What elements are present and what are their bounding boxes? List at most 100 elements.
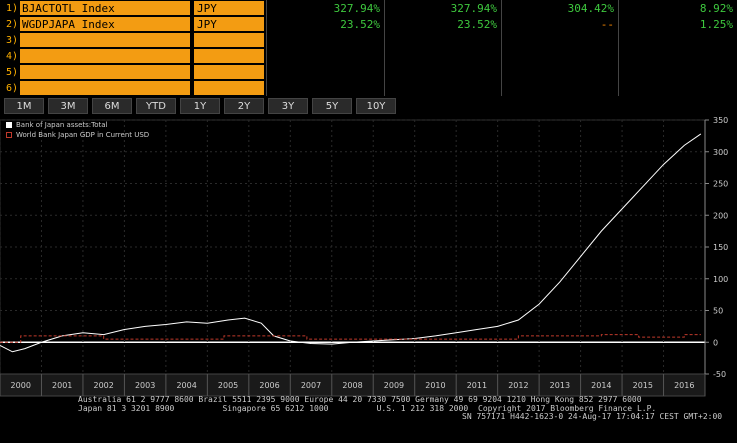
x-tick-label: 2006	[259, 381, 279, 390]
currency-field[interactable]	[193, 32, 265, 48]
table-row[interactable]: 5)	[0, 64, 737, 81]
column-separator	[501, 0, 502, 96]
x-tick-label: 2003	[135, 381, 155, 390]
tab-2y[interactable]: 2Y	[224, 98, 264, 114]
legend-swatch	[6, 122, 12, 128]
value-cell-v4: 1.25%	[699, 18, 733, 31]
x-tick-label: 2000	[11, 381, 31, 390]
x-tick-label: 2010	[425, 381, 445, 390]
footer-line-2b: Copyright 2017 Bloomberg Finance L.P.	[478, 404, 657, 413]
value-cell-v1	[270, 48, 380, 65]
series-line-japan-gdp	[0, 334, 701, 343]
ticker-field[interactable]: WGDPJAPA Index	[19, 16, 191, 32]
y-tick-label: 350	[713, 116, 728, 125]
line-chart: -50 0 50 100 150 200 250 300 350 2000 2001 2002 2003…	[0, 116, 728, 397]
value-cell-v2	[387, 64, 497, 81]
legend-item: Bank of Japan assets:Total	[6, 120, 149, 130]
row-number: 1)	[0, 0, 18, 17]
x-tick-label: 2012	[508, 381, 528, 390]
row-number: 6)	[0, 80, 18, 97]
value-cell-v4	[623, 48, 733, 65]
x-tick-label: 2016	[674, 381, 694, 390]
footer-line-3: SN 757171 H442-1623-0 24-Aug-17 17:04:17…	[462, 412, 723, 421]
y-tick-label: 250	[713, 180, 728, 189]
x-tick-label: 2014	[591, 381, 611, 390]
value-cell-v1: 23.52%	[340, 18, 380, 31]
x-tick-label: 2015	[633, 381, 653, 390]
x-tick-label: 2004	[176, 381, 196, 390]
value-cell-v4	[623, 80, 733, 97]
value-cell-v4	[623, 32, 733, 49]
x-tick-label: 2007	[301, 381, 321, 390]
x-tick-label: 2009	[384, 381, 404, 390]
legend-label: Bank of Japan assets:Total	[16, 121, 108, 129]
series-line-boj-assets	[0, 133, 702, 353]
row-number: 2)	[0, 16, 18, 33]
value-cell-v3	[504, 32, 614, 49]
row-number: 3)	[0, 32, 18, 49]
value-cell-v2	[387, 32, 497, 49]
tab-1m[interactable]: 1M	[4, 98, 44, 114]
value-cell-v2	[387, 80, 497, 97]
column-separator	[384, 0, 385, 96]
tab-10y[interactable]: 10Y	[356, 98, 396, 114]
value-cell-v4	[623, 64, 733, 81]
row-number: 5)	[0, 64, 18, 81]
value-cell-v3: 304.42%	[567, 2, 614, 15]
value-cell-v1: 327.94%	[333, 2, 380, 15]
row-number: 4)	[0, 48, 18, 65]
legend-label: World Bank Japan GDP in Current USD	[16, 131, 150, 139]
table-row[interactable]: 3)	[0, 32, 737, 49]
chart-legend: Bank of Japan assets:Total World Bank Jap…	[6, 120, 149, 140]
ticker-field[interactable]	[19, 80, 191, 96]
legend-item: World Bank Japan GDP in Current USD	[6, 130, 149, 140]
column-separator	[266, 0, 267, 96]
table-row[interactable]: 6)	[0, 80, 737, 97]
y-tick-label: 150	[713, 243, 728, 252]
tab-ytd[interactable]: YTD	[136, 98, 176, 114]
value-cell-v2: 23.52%	[457, 18, 497, 31]
footer-line-2a: Japan 81 3 3201 8900 Singapore 65 6212 1…	[78, 404, 469, 413]
footer-line-1: Australia 61 2 9777 8600 Brazil 5511 239…	[78, 395, 642, 404]
value-cell-v3	[504, 80, 614, 97]
y-tick-label: 0	[713, 338, 718, 347]
value-cell-v3	[504, 48, 614, 65]
tab-1y[interactable]: 1Y	[180, 98, 220, 114]
value-cell-v1	[270, 64, 380, 81]
value-cell-v4: 8.92%	[699, 2, 733, 15]
ticker-field[interactable]	[19, 64, 191, 80]
ticker-field[interactable]: BJACTOTL Index	[19, 0, 191, 16]
y-tick-label: 300	[713, 148, 728, 157]
currency-field[interactable]: JPY	[193, 0, 265, 16]
tab-3y[interactable]: 3Y	[268, 98, 308, 114]
tab-5y[interactable]: 5Y	[312, 98, 352, 114]
tab-6m[interactable]: 6M	[92, 98, 132, 114]
y-tick-label: 100	[713, 275, 728, 284]
value-cell-v2: 327.94%	[450, 2, 497, 15]
table-row[interactable]: 2) WGDPJAPA Index JPY 23.52% 23.52% -- 1.25%	[0, 16, 737, 33]
value-cell-v3	[504, 64, 614, 81]
currency-field[interactable]	[193, 48, 265, 64]
ticker-field[interactable]	[19, 32, 191, 48]
currency-field[interactable]: JPY	[193, 16, 265, 32]
x-tick-label: 2013	[550, 381, 570, 390]
x-tick-label: 2001	[52, 381, 72, 390]
table-row[interactable]: 4)	[0, 48, 737, 65]
currency-field[interactable]	[193, 80, 265, 96]
y-tick-label: 200	[713, 211, 728, 220]
x-tick-label: 2008	[342, 381, 362, 390]
ticker-field[interactable]	[19, 48, 191, 64]
column-separator	[618, 0, 619, 96]
y-tick-label: 50	[713, 307, 723, 316]
legend-swatch	[6, 132, 12, 138]
chart-area: -50 0 50 100 150 200 250 300 350 2000 2001 2002 2003…	[0, 116, 737, 439]
tab-3m[interactable]: 3M	[48, 98, 88, 114]
table-row[interactable]: 1) BJACTOTL Index JPY 327.94% 327.94% 304.42%…	[0, 0, 737, 17]
x-tick-label: 2002	[93, 381, 113, 390]
x-tick-label: 2005	[218, 381, 238, 390]
value-cell-v3: --	[600, 18, 614, 31]
value-cell-v1	[270, 32, 380, 49]
value-cell-v1	[270, 80, 380, 97]
x-tick-label: 2011	[467, 381, 487, 390]
currency-field[interactable]	[193, 64, 265, 80]
